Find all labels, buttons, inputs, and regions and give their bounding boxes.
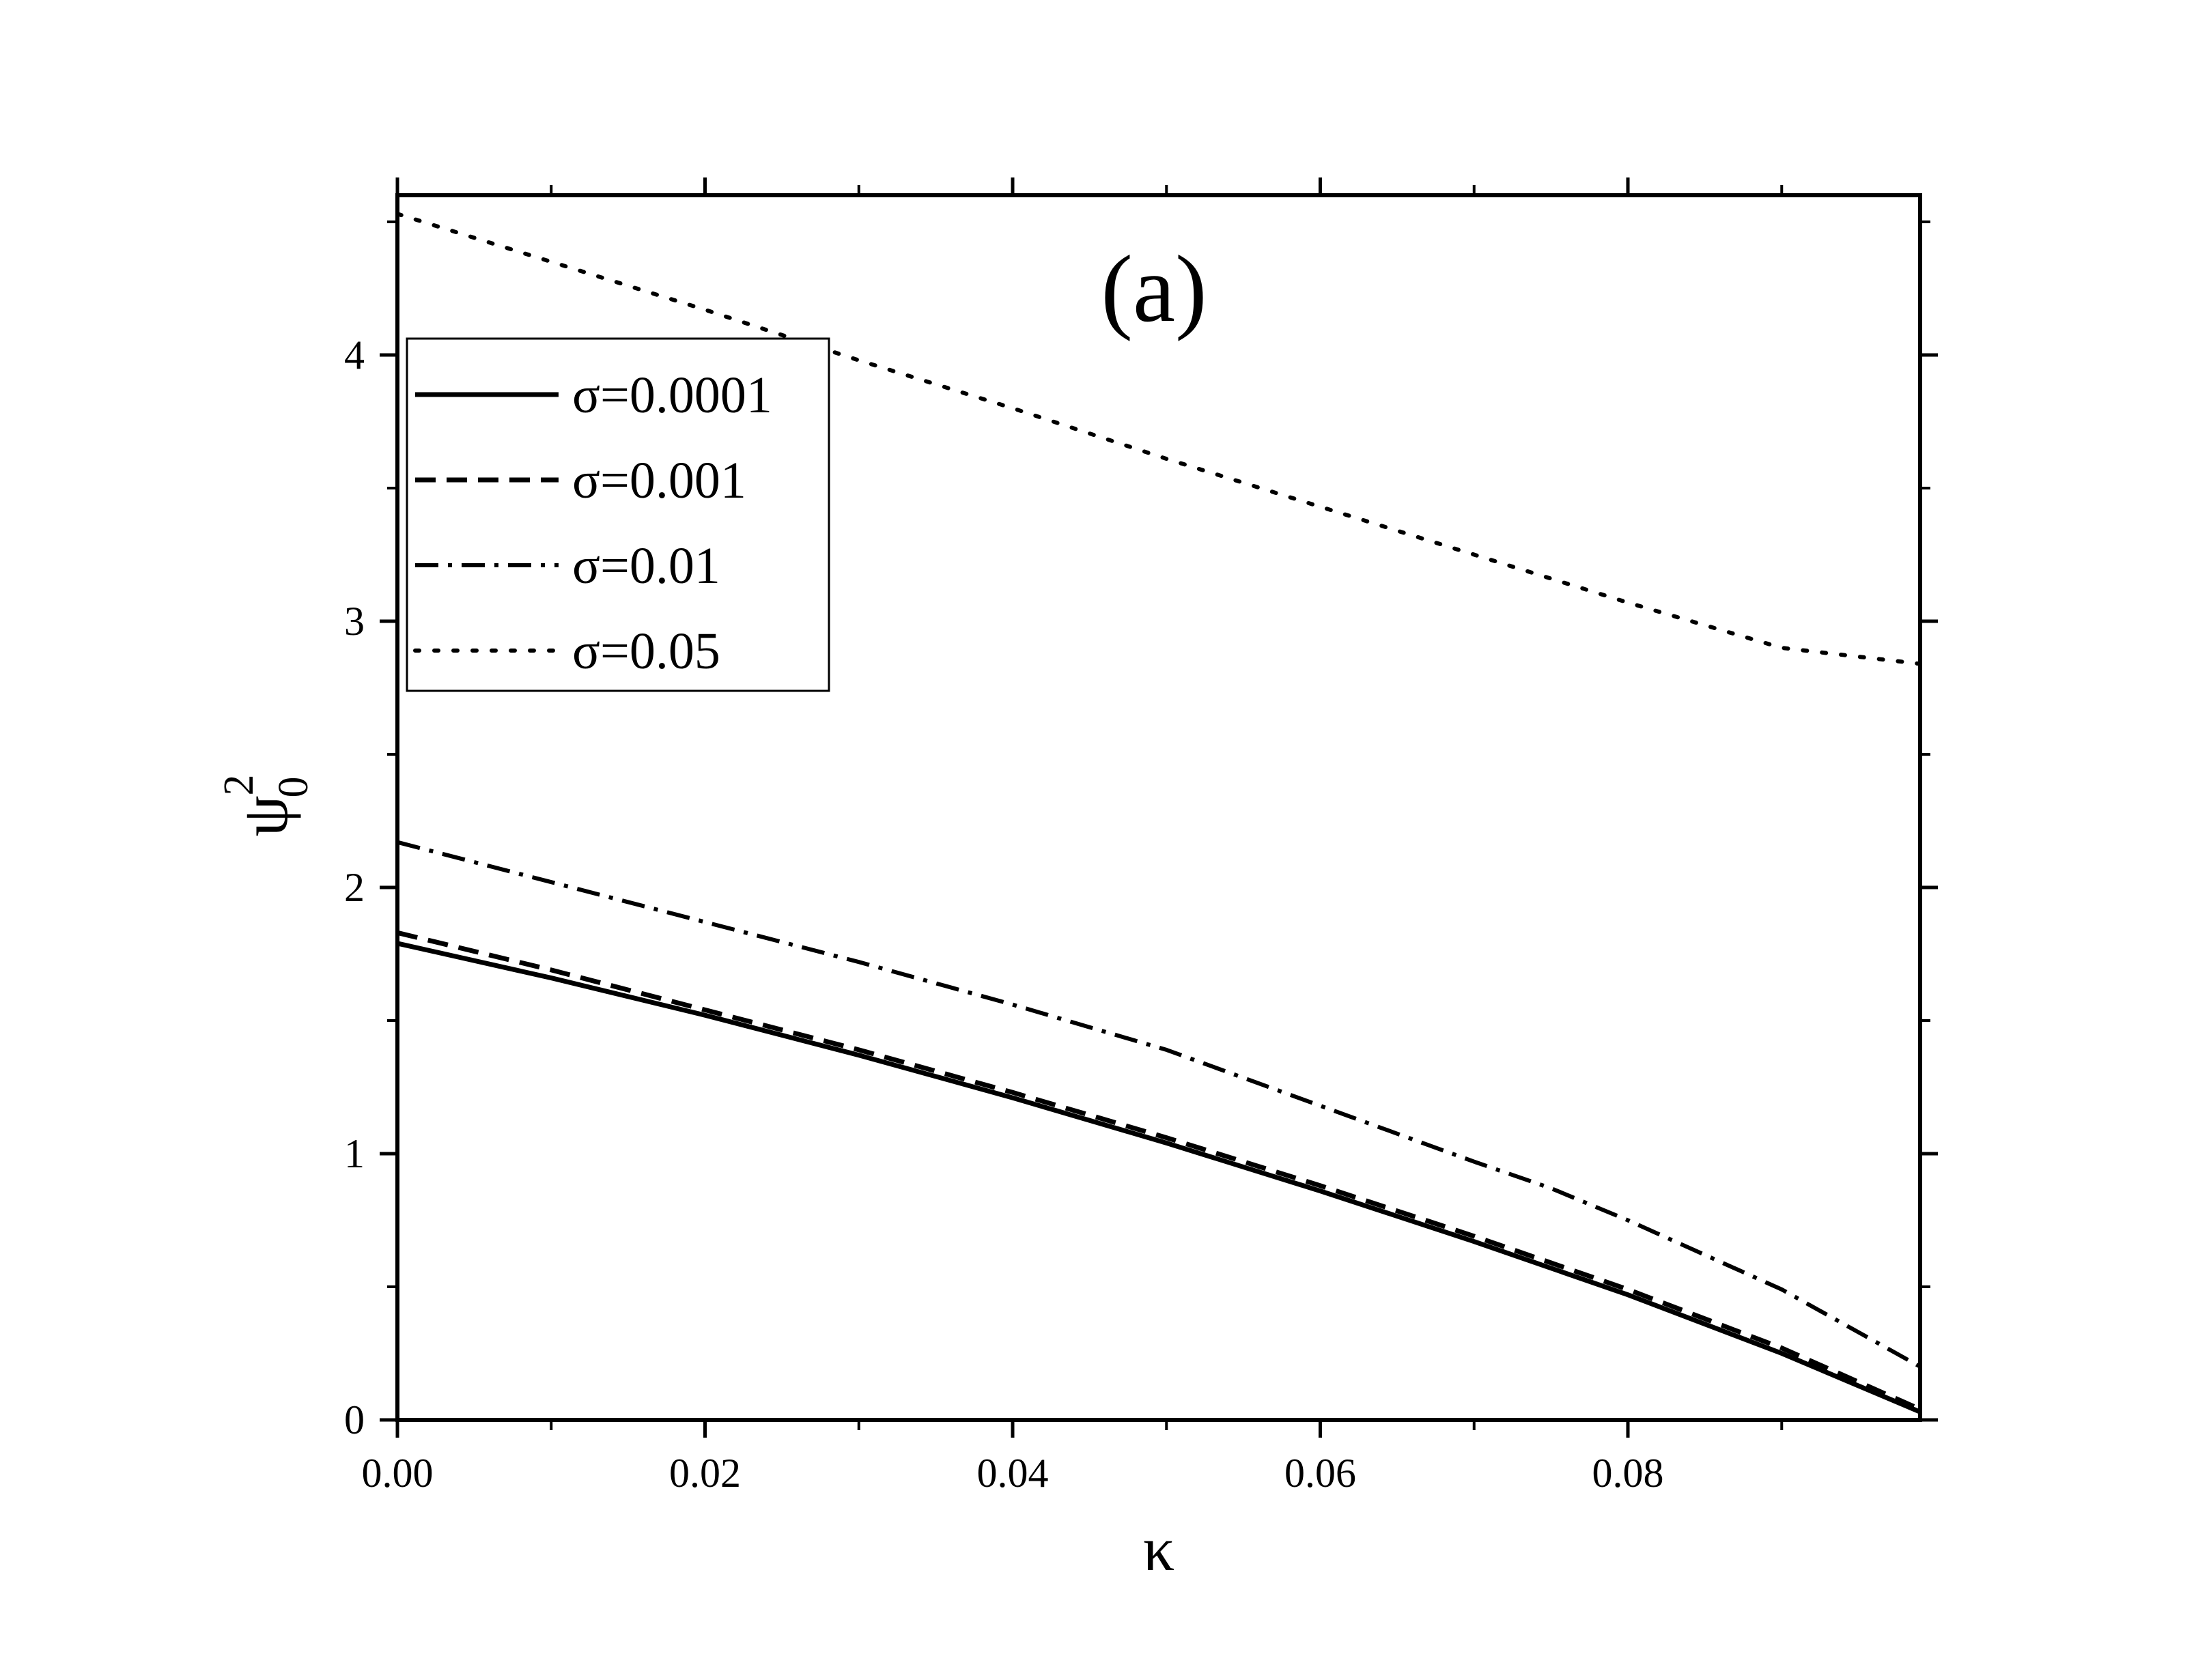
legend-box [406, 337, 830, 692]
plot-frame [395, 193, 1922, 1422]
legend-item: σ=0.05 [413, 623, 720, 680]
y-tick-label: 3 [344, 599, 365, 644]
legend-item: σ=0.01 [415, 537, 720, 595]
series-layer [395, 212, 1922, 1414]
legend-label: σ=0.05 [572, 623, 720, 680]
legend: σ=0.0001 σ=0.001 σ=0.01 σ=0.05 [406, 337, 830, 692]
plot-border [395, 193, 1922, 1422]
y-tick-label: 0 [344, 1397, 365, 1442]
series-line [395, 212, 1922, 666]
legend-label: σ=0.0001 [572, 367, 772, 424]
series-1 [397, 941, 1922, 1414]
legend-label: σ=0.001 [572, 452, 746, 509]
y-tick-label: 1 [344, 1131, 365, 1176]
series-4 [395, 212, 1922, 666]
series-2 [397, 930, 1922, 1412]
x-tick-label: 0.04 [977, 1451, 1049, 1496]
y-axis-title-superscript: 2 [216, 774, 262, 795]
y-axis-title: ψ2 0 [216, 774, 317, 836]
series-line [397, 840, 1922, 1369]
legend-label: σ=0.01 [572, 537, 720, 595]
y-tick-label: 4 [344, 332, 365, 378]
y-axis-title-base: ψ [228, 795, 301, 836]
x-tick-label: 0.06 [1284, 1451, 1356, 1496]
x-tick-label: 0.08 [1592, 1451, 1664, 1496]
axis-ticks: 0.00 0.02 0.04 0.06 0.08 0 1 2 3 4 [344, 177, 1938, 1496]
legend-item: σ=0.0001 [415, 367, 772, 424]
x-tick-label: 0.00 [362, 1451, 434, 1496]
series-line [397, 941, 1922, 1414]
y-tick-label: 2 [344, 865, 365, 910]
y-axis-title-subscript: 0 [270, 776, 317, 797]
series-line [397, 930, 1922, 1412]
y-axis-title-text: ψ2 0 [216, 774, 317, 836]
x-axis-title: κ [1143, 1514, 1174, 1584]
legend-item: σ=0.001 [415, 452, 746, 509]
series-3 [397, 840, 1922, 1369]
x-tick-label: 0.02 [669, 1451, 741, 1496]
panel-label: (a) [1101, 236, 1207, 342]
